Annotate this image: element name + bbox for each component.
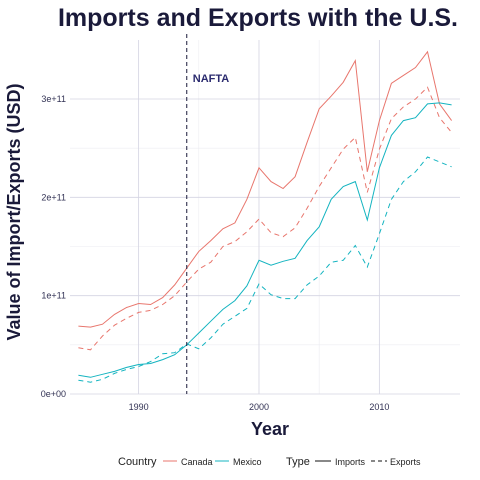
chart-title: Imports and Exports with the U.S. — [58, 4, 458, 32]
legend-label-mexico: Mexico — [233, 457, 262, 467]
legend: Country Canada Mexico Type Imports Expor… — [118, 456, 421, 468]
series-line-canada-exports — [78, 86, 452, 351]
legend-title-type: Type — [286, 456, 310, 468]
axis-layer: 1990 2000 2010 0e+00 1e+11 2e+11 3e+11 — [41, 94, 390, 412]
series-line-mexico-imports — [78, 102, 452, 378]
y-tick-label: 3e+11 — [41, 94, 66, 104]
series-layer — [78, 50, 453, 383]
y-tick-label: 0e+00 — [41, 389, 66, 399]
series-line-canada-imports — [78, 50, 453, 328]
x-axis-title: Year — [251, 419, 289, 439]
x-tick-label: 2010 — [369, 402, 389, 412]
nafta-label: NAFTA — [193, 73, 230, 85]
legend-title-country: Country — [118, 456, 157, 468]
annotation-layer: NAFTA — [186, 34, 230, 394]
y-axis-title: Value of Import/Exports (USD) — [4, 83, 24, 340]
x-tick-label: 2000 — [249, 402, 269, 412]
legend-label-canada: Canada — [181, 457, 213, 467]
series-line-mexico-exports — [78, 156, 452, 383]
legend-label-exports: Exports — [390, 457, 421, 467]
grid — [70, 40, 460, 395]
x-tick-label: 1990 — [129, 402, 149, 412]
y-tick-label: 1e+11 — [41, 291, 66, 301]
y-tick-label: 2e+11 — [41, 192, 66, 202]
legend-label-imports: Imports — [335, 457, 366, 467]
